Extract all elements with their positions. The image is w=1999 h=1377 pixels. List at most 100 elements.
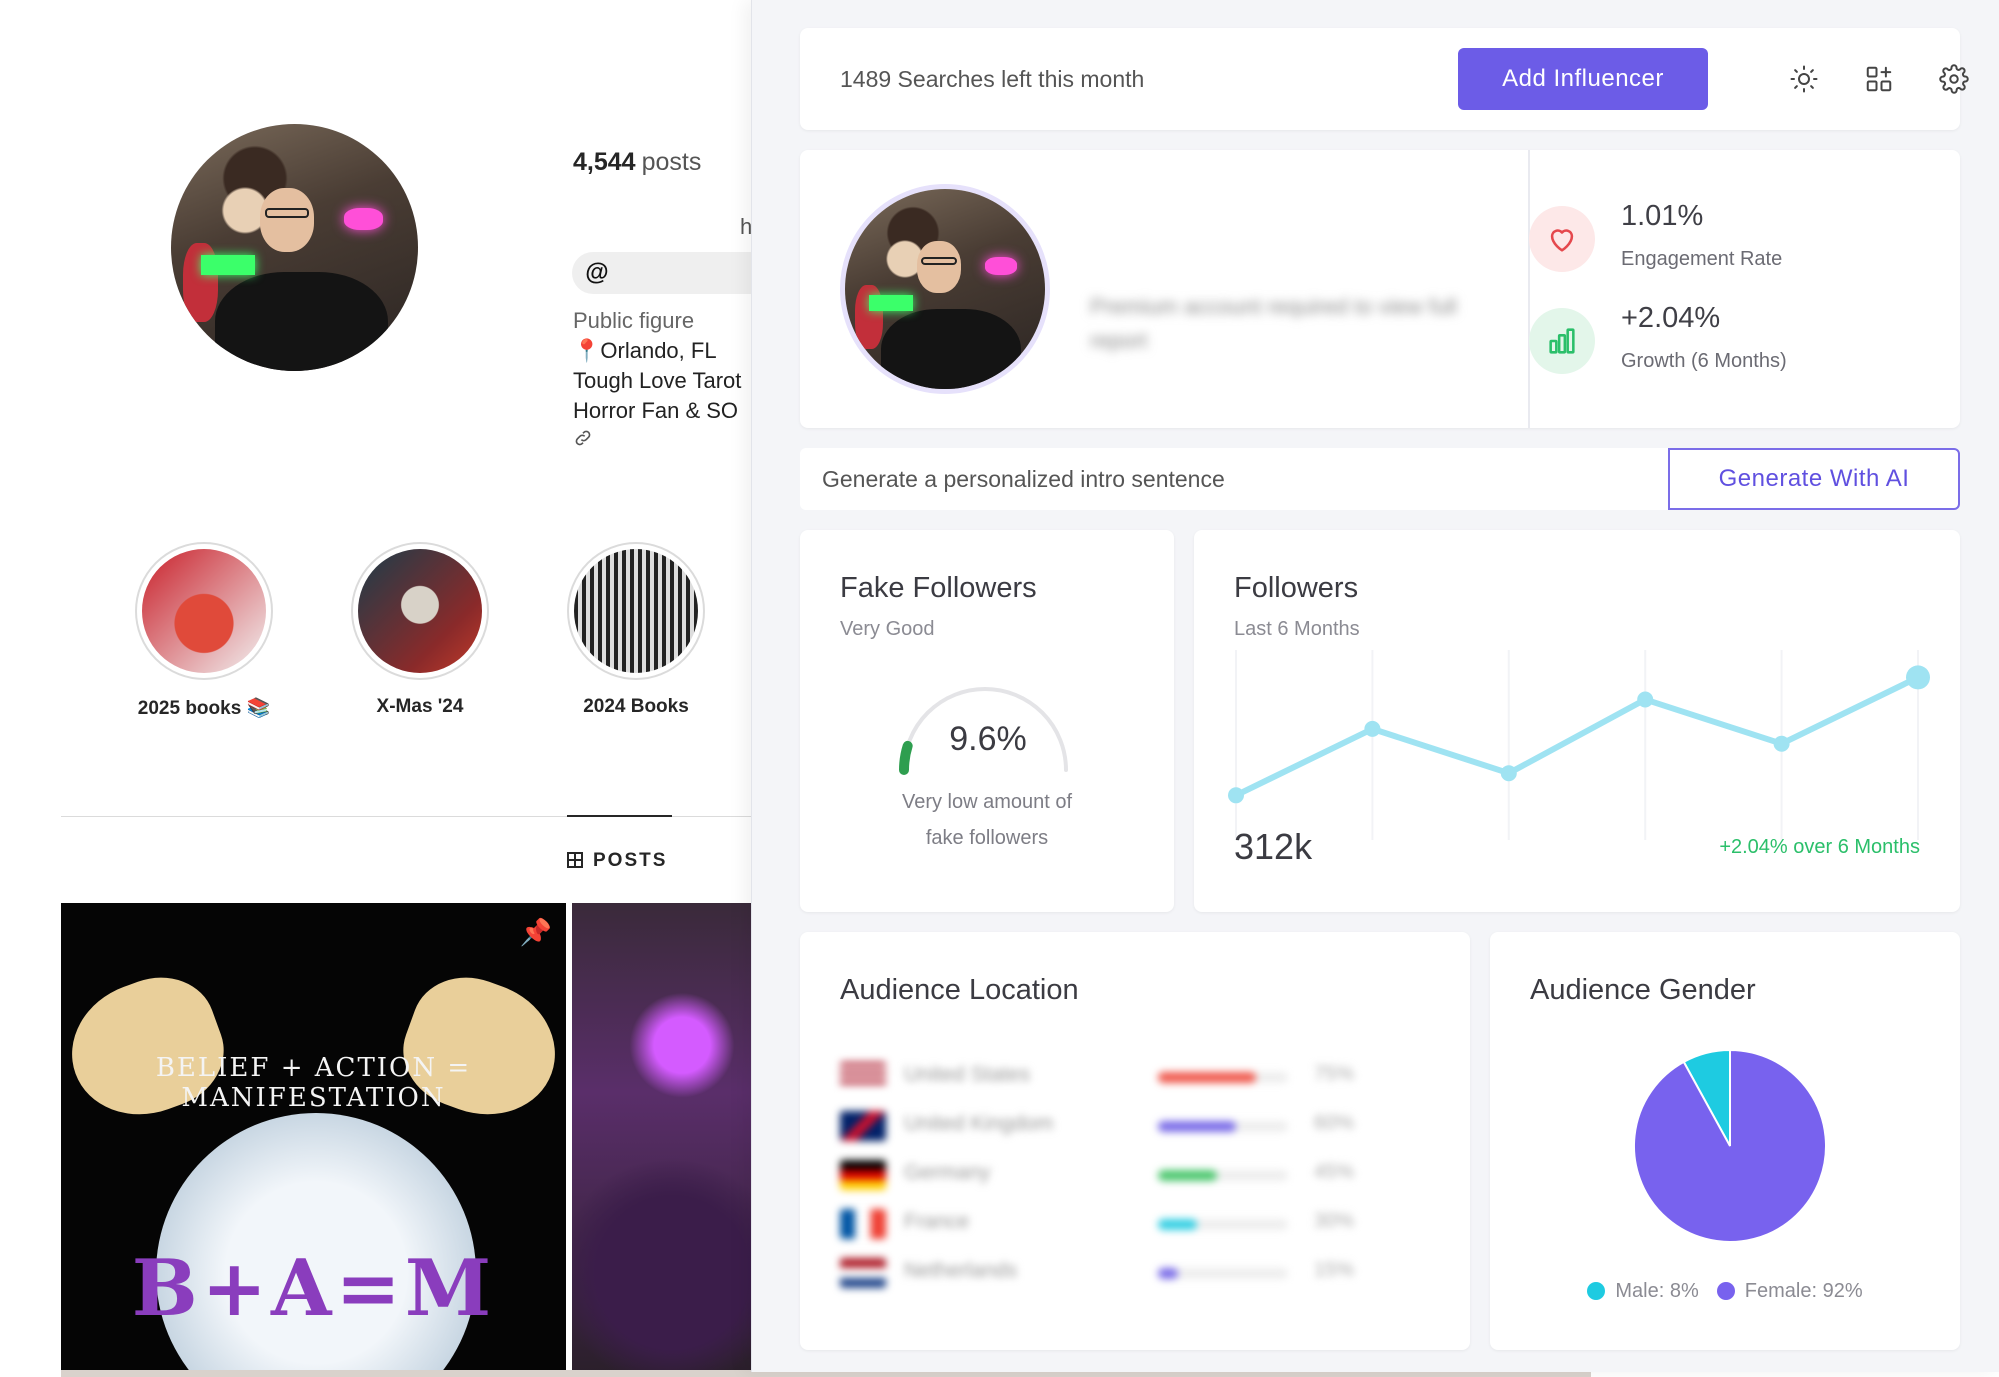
bio-category: Public figure [573,308,695,333]
flag-icon [840,1160,886,1190]
post-thumbnail-1[interactable]: BELIEF + ACTION = MANIFESTATION B+A=M 📌 [61,903,566,1377]
legend-male-label: Male: 8% [1615,1280,1699,1302]
premium-required-note: Premium account required to view full re… [1090,294,1457,353]
active-tab-indicator [567,815,672,817]
legend-male: Male: 8% [1587,1280,1699,1303]
generate-with-ai-button[interactable]: Generate With AI [1668,448,1960,510]
location-bar-track [1158,1170,1288,1181]
followers-card: Followers Last 6 Months 312k +2.04% over… [1194,530,1960,912]
posts-count-label: posts [641,148,702,176]
fake-followers-card: Fake Followers Very Good 9.6% Very low a… [800,530,1174,912]
followers-data-point[interactable] [1500,765,1517,782]
followers-data-point[interactable] [1906,665,1930,690]
post-row-edge [61,1370,1591,1377]
fake-followers-gauge [899,687,1068,775]
searches-left-text: 1489 Searches left this month [840,66,1145,92]
highlight-label: 2024 Books [583,696,689,717]
post-main-text: B+A=M [131,1243,496,1334]
followers-line-chart [1228,650,1930,840]
audience-gender-title: Audience Gender [1530,974,1756,1006]
influencer-extension-panel: 1489 Searches left this month Add Influe… [751,0,1999,1372]
fake-followers-value: 9.6% [949,720,1027,758]
highlight-label: 2025 books 📚 [137,698,271,719]
highlight-cover [142,549,266,673]
highlight-2025-books[interactable]: 2025 books 📚 [134,542,274,720]
location-bar [1158,1268,1178,1279]
fake-followers-desc-line1: Very low amount of [901,791,1073,813]
followers-growth: +2.04% over 6 Months [1719,836,1920,858]
pie-slice-female[interactable] [1633,1048,1827,1243]
tab-posts[interactable]: POSTS [567,850,667,872]
profile-avatar[interactable] [171,124,418,371]
posts-count: 4,544 posts [573,148,701,177]
location-row: Netherlands 15% [840,1248,1400,1297]
threads-icon: @ [585,259,609,286]
highlight-xmas-24[interactable]: X-Mas '24 [350,542,490,718]
followers-period: Last 6 Months [1234,618,1360,640]
bar-chart-icon [1529,308,1595,374]
followers-count: 312k [1234,826,1313,867]
followers-data-point[interactable] [1364,720,1381,737]
profile-bio: Public figure 📍Orlando, FL Tough Love Ta… [573,306,741,426]
male-dot [1587,1282,1606,1300]
legend-female: Female: 92% [1716,1280,1863,1303]
tabs-divider [61,816,760,817]
growth-value: +2.04% [1621,302,1721,334]
link-icon[interactable] [573,428,593,453]
legend-female-label: Female: 92% [1744,1280,1863,1302]
fake-followers-description: Very low amount of fake followers [800,784,1174,856]
gauge-fill [899,740,913,775]
location-row: United States 75% [840,1052,1400,1101]
gender-legend: Male: 8% Female: 92% [1490,1280,1960,1303]
flag-icon [840,1062,886,1092]
highlight-cover [574,549,698,673]
apps-add-icon[interactable] [1860,60,1898,98]
avatar-photo [171,124,418,371]
audience-gender-pie [1633,1048,1827,1243]
bio-location: 📍Orlando, FL [573,338,717,363]
sun-icon[interactable] [1785,60,1823,98]
profile-name-partial: h [740,214,753,239]
female-dot [1716,1282,1735,1300]
flag-icon [840,1209,886,1239]
grid-icon [567,852,583,868]
flag-icon [840,1258,886,1288]
bio-line-2: Horror Fan & SO [573,398,739,423]
card-divider [1528,150,1530,428]
location-country: Netherlands [904,1259,1018,1282]
location-row: France 30% [840,1199,1400,1248]
followers-data-point[interactable] [1637,691,1654,708]
location-bar [1158,1121,1236,1132]
audience-gender-card: Audience Gender Male: 8% Female: 92% [1490,932,1960,1350]
intro-sentence-input[interactable] [800,448,1668,510]
location-bar-track [1158,1072,1288,1083]
influencer-avatar [840,184,1050,394]
location-bar-track [1158,1121,1288,1132]
location-country: United Kingdom [904,1112,1054,1135]
location-country: United States [904,1063,1031,1086]
highlight-2024-books[interactable]: 2024 Books [566,542,706,718]
flag-icon [840,1111,886,1141]
location-row: Germany 45% [840,1150,1400,1199]
location-percent: 60% [1314,1112,1355,1134]
followers-data-point[interactable] [1773,735,1790,752]
heart-icon [1529,206,1595,272]
highlight-cover [358,549,482,673]
pin-icon: 📌 [519,917,552,947]
followers-data-point[interactable] [1228,787,1244,804]
threads-badge[interactable]: @ [572,252,760,294]
location-percent: 30% [1314,1210,1355,1232]
tab-posts-label: POSTS [593,850,668,871]
top-bar: 1489 Searches left this month Add Influe… [800,28,1969,130]
intro-generator: Generate With AI [800,448,1960,510]
location-percent: 75% [1314,1063,1355,1085]
location-bar [1158,1219,1197,1230]
posts-count-value: 4,544 [573,148,636,176]
gear-icon[interactable] [1935,60,1973,98]
post-thumbnail-2[interactable] [572,903,760,1377]
location-percent: 15% [1314,1259,1355,1281]
followers-series-line [1234,674,1920,798]
profile-summary-card: Premium account required to view full re… [800,150,1960,428]
add-influencer-button[interactable]: Add Influencer [1458,48,1708,110]
